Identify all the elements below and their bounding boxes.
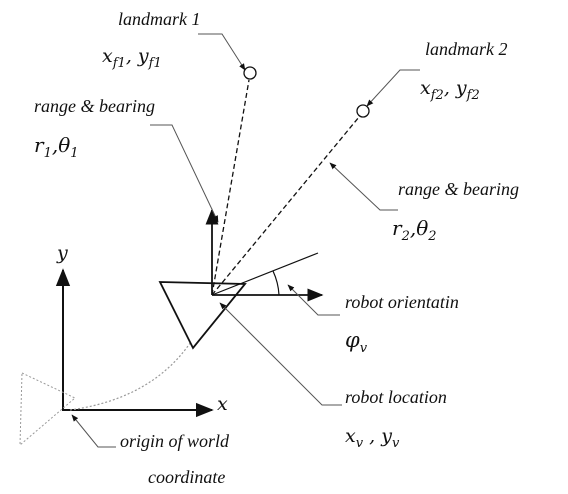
landmark-1-coords: xf1, yf1 xyxy=(102,45,162,71)
leader-range-bearing-1 xyxy=(150,124,219,223)
landmark-2-coords: xf2, yf2 xyxy=(420,77,480,103)
leader-robot-location xyxy=(219,302,342,406)
robot-location-symbols: xv , yv xyxy=(345,425,400,451)
robot-heading-line xyxy=(211,252,319,296)
landmark-1-marker xyxy=(243,66,257,80)
origin-robot-ghost xyxy=(19,372,76,447)
origin-label-line-2: coordinate xyxy=(148,467,225,487)
world-x-axis-label: x xyxy=(217,393,228,415)
leader-landmark-1 xyxy=(198,33,246,71)
range-line-1 xyxy=(211,79,250,296)
leader-landmark-2 xyxy=(366,69,420,107)
world-y-axis-label: y xyxy=(56,242,68,264)
leader-robot-orientation xyxy=(287,284,340,316)
orientation-angle-arc xyxy=(272,270,280,296)
range-bearing-2-label: range & bearing xyxy=(398,179,519,199)
robot-body xyxy=(158,281,247,350)
origin-label-line-1: origin of world xyxy=(120,431,230,451)
range-bearing-1-symbols: r1,θ1 xyxy=(34,133,79,161)
range-bearing-2-symbols: r2,θ2 xyxy=(392,216,437,244)
landmark-2-marker xyxy=(356,104,370,118)
robot-location-label: robot location xyxy=(345,387,447,407)
robot-orientation-label: robot orientatin xyxy=(345,292,459,312)
landmark-1-label: landmark 1 xyxy=(118,9,201,29)
landmark-2-label: landmark 2 xyxy=(425,39,508,59)
robot-orientation-symbol: φv xyxy=(345,328,368,356)
range-bearing-1-label: range & bearing xyxy=(34,96,155,116)
range-line-2 xyxy=(211,116,360,296)
leader-origin xyxy=(71,414,116,448)
leader-range-bearing-2 xyxy=(329,162,398,211)
